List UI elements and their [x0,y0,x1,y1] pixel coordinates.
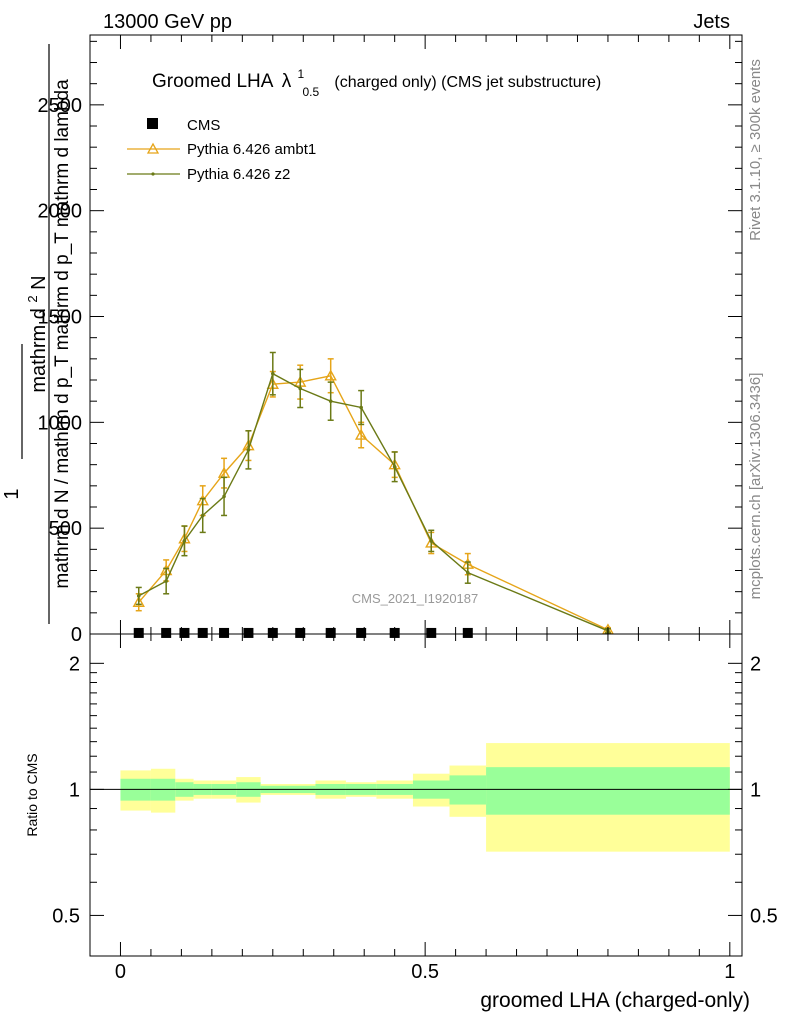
ylabel-numerator: mathrm d 2 N [20,275,50,392]
legend-z2-label: Pythia 6.426 z2 [187,166,290,183]
ambt1-data-point [132,595,145,607]
ratio-xlabel: groomed LHA (charged-only) [480,989,750,1012]
legend-z2-marker [151,172,155,176]
ratio-xtick-label: 0.5 [411,961,439,983]
ratio-ytick-label: 0.5 [52,905,80,927]
cms-data-point [426,627,437,638]
ratio-xtick-label: 0 [115,961,126,983]
z2-data-point [200,513,205,518]
cms-data-point [295,627,306,638]
z2-data-point [246,448,251,452]
mcplots-label: mcplots.cern.ch [arXiv:1306.3436] [747,373,764,600]
z2-data-point [271,371,275,376]
ratio-panel: 0.5 0.5 1 1 2 2 0 0.5 1 Ratio to CMS groomed LHA… [24,633,778,1012]
legend: CMS Pythia 6.426 ambt1 Pythia 6.426 z2 [127,117,316,183]
legend-cms-label: CMS [187,117,220,134]
z2-data-point [359,405,363,410]
ratio-ytick-label-right: 2 [750,653,761,675]
z2-data-point [392,464,397,469]
cms-data-point [197,627,208,638]
ratio-xtick-label: 1 [724,961,735,983]
z2-data-point [222,494,226,499]
cms-data-point [325,627,336,638]
cms-data-point [179,627,190,638]
main-ytick-label: 500 [49,518,82,540]
legend-ambt1-label: Pythia 6.426 ambt1 [187,141,316,158]
legend-ambt1-marker [146,142,160,154]
z2-data-point [136,594,141,598]
ratio-ytick-label: 2 [69,653,80,675]
cms-data-point [243,627,254,638]
main-ylabel: 1 mathrm d 2 N mathrm d N / mathrm d p_T… [1,44,73,624]
cms-data-point [219,627,230,638]
ratio-ytick-label-right: 0.5 [750,905,778,927]
ratio-axes: 0.5 0.5 1 1 2 2 0 0.5 1 [52,634,778,983]
cms-data-point [356,627,367,638]
cms-data-point [161,627,172,638]
z2-data-point [328,399,333,403]
rivet-label: Rivet 3.1.10, ≥ 300k events [747,59,764,241]
ratio-inner-band [486,767,730,815]
ratio-frame [89,633,743,957]
z2-data-point [465,570,470,575]
ambt1-data-point [324,369,337,381]
series-line-z2 [138,372,609,632]
ratio-data-layer [90,743,742,852]
energy-label: 13000 GeV pp [103,11,232,33]
ylabel-denominator: mathrm d N / mathrm d p_T mathrm d p_T m… [52,79,73,589]
ylabel-prefactor: 1 [1,488,23,499]
z2-data-point [164,579,168,583]
process-label: Jets [693,11,730,33]
z2-data-point [298,386,303,391]
cms-data-point [133,627,144,638]
z2-data-point [429,539,434,543]
cms-data-point [462,627,473,638]
legend-cms-marker [147,118,158,129]
ambt1-data-point [354,428,368,440]
ratio-ytick-label: 1 [69,779,80,801]
z2-data-point [182,539,187,543]
ratio-ytick-label-right: 1 [750,779,761,801]
analysis-watermark: CMS_2021_I1920187 [352,591,479,606]
ratio-ylabel: Ratio to CMS [24,753,40,836]
main-ytick-label: 0 [71,624,82,646]
chart-title: Groomed LHA λ 1 0.5 (charged only) (CMS … [152,62,601,101]
ratio-inner-band [449,775,487,805]
